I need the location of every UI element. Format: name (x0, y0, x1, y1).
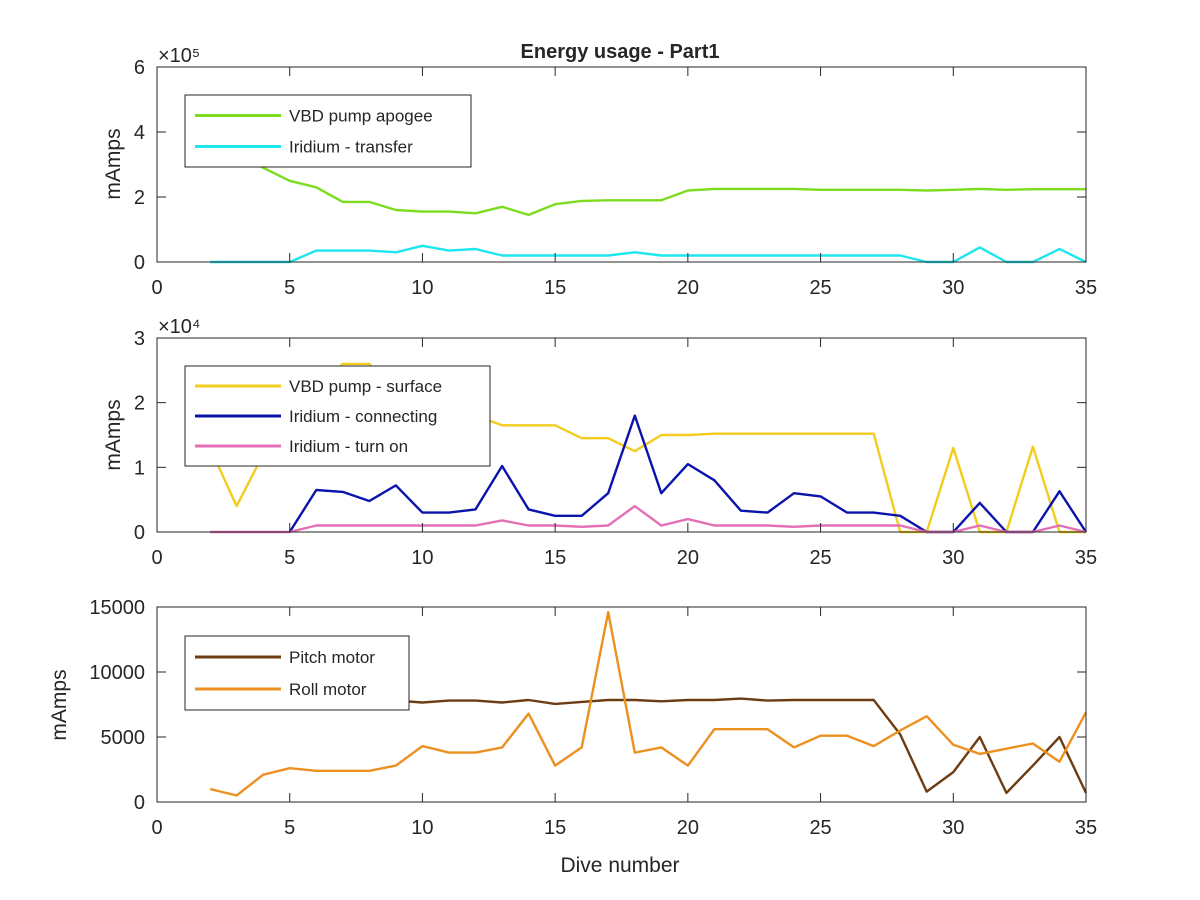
x-tick-label: 25 (809, 817, 831, 839)
y-tick-label: 10000 (89, 662, 145, 684)
subplot-2-legend: VBD pump - surface Iridium - connecting Ir… (184, 365, 491, 467)
y-tick-label: 0 (134, 252, 145, 274)
legend-entry-label: Iridium - transfer (289, 138, 413, 157)
x-tick-label: 5 (284, 817, 295, 839)
chart-title: Energy usage - Part1 (521, 41, 720, 63)
x-tick-label: 30 (942, 277, 964, 299)
subplot-1-legend: VBD pump apogee Iridium - transfer (184, 94, 472, 168)
y-tick-label: 15000 (89, 597, 145, 619)
x-tick-label: 35 (1075, 547, 1097, 569)
x-tick-label: 0 (151, 817, 162, 839)
subplot-3-ticks: 0 5 10 15 20 25 30 35 0 5000 10000 15000 (89, 597, 1097, 839)
x-tick-label: 0 (151, 277, 162, 299)
series-line-vbd-pump-surface (209, 362, 1086, 534)
legend-box (184, 635, 410, 711)
subplot-1-axes-box (156, 66, 1087, 263)
x-tick-label: 30 (942, 817, 964, 839)
x-tick-label: 5 (284, 547, 295, 569)
y-tick-label: 0 (134, 792, 145, 814)
legend-entry-label: Pitch motor (289, 648, 375, 667)
y-tick-label: 1 (134, 457, 145, 479)
y-tick-label: 5000 (101, 727, 146, 749)
subplot-1-y-exponent: ×10⁵ (158, 45, 200, 67)
subplot-3-y-axis-label: mAmps (48, 669, 71, 740)
subplot-2-y-exponent: ×10⁴ (158, 316, 201, 338)
subplot-3-x-axis-label: Dive number (560, 854, 679, 877)
energy-subplot-3: 0 5 10 15 20 25 30 35 0 5000 10000 15000 mAmps Dive… (48, 597, 1097, 877)
x-tick-label: 20 (677, 547, 699, 569)
x-tick-label: 35 (1075, 277, 1097, 299)
energy-subplot-2: 0 5 10 15 20 25 30 35 0 1 2 3 mAmps ×10⁴ VBD pump -… (102, 316, 1097, 569)
subplot-1-ticks: 0 5 10 15 20 25 30 35 0 2 4 6 (134, 57, 1097, 299)
x-tick-label: 20 (677, 817, 699, 839)
subplot-2-y-axis-label: mAmps (102, 399, 125, 470)
legend-entry-label: Roll motor (289, 680, 367, 699)
legend-box (184, 94, 472, 168)
x-tick-label: 35 (1075, 817, 1097, 839)
x-tick-label: 5 (284, 277, 295, 299)
x-tick-label: 10 (411, 817, 433, 839)
series-line-roll-motor (209, 611, 1088, 797)
subplot-1-y-axis-label: mAmps (102, 128, 125, 199)
subplot-3-axes-box (156, 606, 1087, 803)
series-line-vbd-pump-apogee (209, 124, 1086, 217)
x-tick-label: 15 (544, 547, 566, 569)
x-tick-label: 25 (809, 277, 831, 299)
x-tick-label: 15 (544, 277, 566, 299)
legend-entry-label: VBD pump apogee (289, 107, 433, 126)
y-tick-label: 4 (134, 122, 145, 144)
subplot-2-ticks: 0 5 10 15 20 25 30 35 0 1 2 3 (134, 328, 1097, 569)
x-tick-label: 30 (942, 547, 964, 569)
y-tick-label: 2 (134, 187, 145, 209)
x-tick-label: 15 (544, 817, 566, 839)
y-tick-label: 3 (134, 328, 145, 350)
x-tick-label: 20 (677, 277, 699, 299)
legend-entry-label: VBD pump - surface (289, 377, 442, 396)
y-tick-label: 0 (134, 522, 145, 544)
x-tick-label: 10 (411, 277, 433, 299)
y-tick-label: 6 (134, 57, 145, 79)
y-tick-label: 2 (134, 393, 145, 415)
subplot-2-axes-box (156, 337, 1087, 533)
x-tick-label: 10 (411, 547, 433, 569)
legend-entry-label: Iridium - turn on (289, 437, 408, 456)
subplot-3-legend: Pitch motor Roll motor (184, 635, 410, 711)
x-tick-label: 25 (809, 547, 831, 569)
x-tick-label: 0 (151, 547, 162, 569)
legend-entry-label: Iridium - connecting (289, 407, 437, 426)
